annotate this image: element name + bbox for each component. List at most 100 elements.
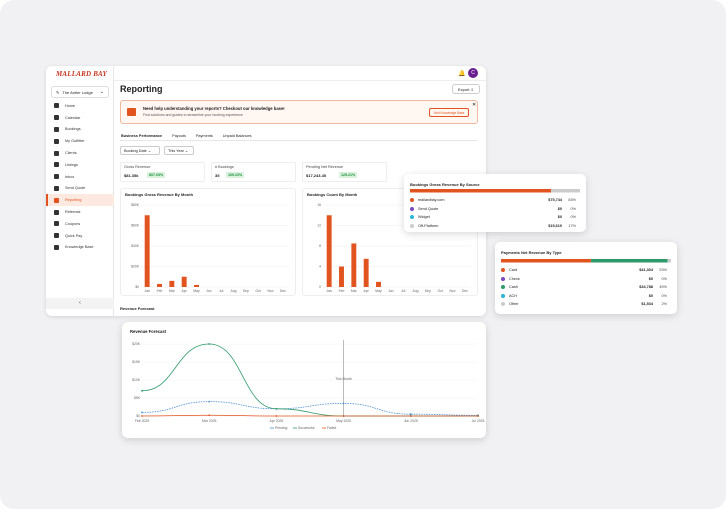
x-tick-label: Dec bbox=[280, 289, 286, 293]
series-line-pending bbox=[141, 401, 479, 416]
lodge-selector[interactable]: ✎ The Antler Lodge ⌄ bbox=[51, 86, 109, 98]
reporting-icon bbox=[54, 197, 59, 203]
row-name: Cash bbox=[509, 285, 518, 289]
source-popup: Bookings Gross Revenue By Source mallard… bbox=[404, 174, 586, 232]
sidebar-item-label: Knowledge Base bbox=[65, 245, 94, 250]
sidebar-item-label: Inbox bbox=[65, 174, 75, 179]
sidebar-item-home[interactable]: Home bbox=[46, 100, 114, 112]
y-tick-label: $5K bbox=[134, 396, 141, 400]
x-tick-label: Jan bbox=[326, 289, 332, 293]
legend-label: Successful bbox=[298, 426, 315, 430]
y-tick-label: 8 bbox=[319, 244, 321, 248]
source-popup-title: Bookings Gross Revenue By Source bbox=[410, 182, 480, 187]
x-tick-label: Jun bbox=[388, 289, 394, 293]
sidebar-item-inbox[interactable]: Inbox bbox=[46, 171, 114, 183]
bookings-icon bbox=[54, 126, 59, 132]
share-segment bbox=[667, 259, 671, 263]
share-segment bbox=[501, 259, 592, 263]
source-share-bar bbox=[410, 189, 580, 193]
y-tick-label: $40K bbox=[131, 244, 140, 248]
data-point bbox=[208, 414, 211, 417]
y-tick-label: 4 bbox=[319, 265, 321, 269]
sidebar-item-referrals[interactable]: Referrals bbox=[46, 206, 114, 218]
sidebar: MALLARD BAY ✎ The Antler Lodge ⌄ Home Cal… bbox=[46, 66, 114, 316]
data-point bbox=[141, 415, 143, 417]
series-line-failed bbox=[141, 414, 478, 417]
legend-dot bbox=[501, 285, 505, 289]
avatar[interactable]: C bbox=[468, 68, 478, 78]
bar bbox=[376, 281, 381, 287]
sidebar-item-reporting[interactable]: Reporting bbox=[46, 194, 114, 207]
tab-payments[interactable]: Payments bbox=[195, 134, 213, 138]
header-divider bbox=[114, 80, 486, 81]
listings-icon bbox=[54, 162, 59, 168]
legend-dot bbox=[410, 223, 414, 228]
sidebar-item-label: Bookings bbox=[65, 127, 81, 132]
period-select[interactable]: This Year ⌄ bbox=[164, 146, 194, 155]
export-label: Export bbox=[457, 87, 470, 92]
bar bbox=[326, 215, 332, 287]
row-percent: 53% bbox=[659, 268, 667, 272]
payments-popup-title: Payments Net Revenue By Type bbox=[501, 250, 562, 255]
visit-knowledge-base-button[interactable]: Visit Knowledge Base bbox=[429, 108, 469, 117]
kpi-label: Gross Revenue bbox=[124, 165, 151, 169]
x-tick-label: May bbox=[375, 289, 382, 293]
sidebar-item-coupons[interactable]: Coupons bbox=[46, 218, 114, 230]
x-tick-label: Jan bbox=[144, 289, 150, 293]
x-tick-label: Mar bbox=[351, 289, 358, 293]
row-name: Send Quote bbox=[418, 206, 439, 211]
user-icon: ⇩ bbox=[470, 87, 475, 92]
row-amount: $0 bbox=[648, 276, 653, 281]
breakdown-row: Other $1,534 2% bbox=[501, 300, 667, 308]
referrals-icon bbox=[54, 209, 59, 215]
sidebar-item-label: Coupons bbox=[65, 221, 81, 226]
x-tick-label: Sep bbox=[243, 289, 249, 293]
x-tick-label: Feb 2025 bbox=[135, 419, 149, 423]
row-amount: $0 bbox=[557, 215, 562, 219]
data-point bbox=[141, 411, 143, 414]
x-tick-label: May bbox=[193, 289, 200, 293]
forecast-section-label: Revenue Forecast bbox=[120, 306, 155, 311]
sidebar-item-my-outfitter[interactable]: My Outfitter bbox=[46, 135, 114, 147]
collapse-sidebar-button[interactable]: ‹ bbox=[46, 298, 114, 309]
data-point bbox=[342, 402, 345, 405]
y-tick-label: $80K bbox=[131, 203, 140, 207]
sidebar-item-label: Send Quote bbox=[65, 186, 86, 191]
share-segment bbox=[410, 189, 552, 193]
x-tick-label: Apr bbox=[182, 289, 188, 293]
bell-icon[interactable]: 🔔 bbox=[458, 71, 466, 77]
sidebar-item-send-quote[interactable]: Send Quote bbox=[46, 183, 114, 195]
kpi-label: # Bookings bbox=[215, 165, 234, 169]
row-amount: $15,610 bbox=[548, 223, 562, 228]
forecast-title: Revenue Forecast bbox=[130, 329, 167, 334]
x-tick-label: Nov bbox=[449, 289, 455, 293]
sidebar-item-listings[interactable]: Listings bbox=[46, 159, 114, 171]
x-tick-label: Oct bbox=[438, 289, 443, 293]
breakdown-row: Check $0 0% bbox=[501, 275, 667, 283]
sidebar-item-calendar[interactable]: Calendar bbox=[46, 112, 114, 124]
sidebar-item-bookings[interactable]: Bookings bbox=[46, 124, 114, 136]
y-tick-label: 0 bbox=[319, 285, 321, 289]
kpi-change-badge: 125.21% bbox=[339, 172, 358, 178]
tab-unpaid-balances[interactable]: Unpaid Balances bbox=[222, 134, 252, 138]
sidebar-item-label: Listings bbox=[65, 162, 78, 167]
close-icon[interactable]: ✕ bbox=[472, 102, 477, 108]
calendar-icon bbox=[54, 115, 59, 121]
date-type-select[interactable]: Booking Date ⌄ bbox=[120, 146, 160, 155]
export-button[interactable]: Export ⇩ bbox=[452, 84, 480, 94]
kpi-label: Pending Net Revenue bbox=[306, 165, 344, 169]
sidebar-item-quick-pay[interactable]: Quick Pay bbox=[46, 230, 114, 242]
kpi-bookings: # Bookings 35 169.23% bbox=[211, 162, 296, 182]
sidebar-item-clients[interactable]: Clients bbox=[46, 147, 114, 159]
tab-payouts[interactable]: Payouts bbox=[172, 134, 186, 138]
tabs-divider bbox=[120, 140, 478, 141]
main-content: 🔔 C Reporting Export ⇩ Need help underst… bbox=[114, 66, 486, 316]
banner-subtitle: Find solutions and guides to streamline … bbox=[143, 113, 243, 117]
bar bbox=[169, 280, 175, 287]
x-tick-label: Dec bbox=[462, 289, 468, 293]
sidebar-item-knowledge-base[interactable]: Knowledge Base bbox=[46, 242, 114, 254]
legend-dot bbox=[410, 206, 414, 211]
sidebar-item-label: Calendar bbox=[65, 115, 81, 120]
clients-icon bbox=[54, 150, 59, 156]
x-tick-label: Nov bbox=[267, 289, 273, 293]
